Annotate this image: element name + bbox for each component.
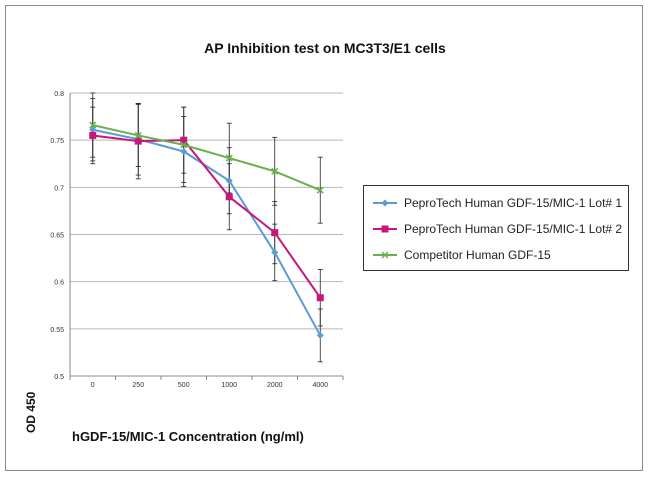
legend-label-competitor: Competitor Human GDF-15 [404,248,551,262]
x-axis-label: hGDF-15/MIC-1 Concentration (ng/ml) [72,429,304,444]
x-tick-label: 500 [178,382,190,389]
x-tick-label: 0 [91,382,95,389]
legend-marker-lot2 [381,225,389,233]
data-point-competitor-stroke [225,154,233,162]
data-point-competitor-stroke [271,167,279,175]
y-tick-label: 0.8 [54,91,64,98]
data-point-competitor [89,121,97,129]
x-tick-label: 1000 [221,382,237,389]
x-tick-label: 4000 [312,382,328,389]
x-tick-label: 250 [132,382,144,389]
x-tick-label: 2000 [267,382,283,389]
legend-swatch-lot2 [373,225,397,233]
legend-item-lot1: PeproTech Human GDF-15/MIC-1 Lot# 1 [372,194,622,212]
data-point-competitor [316,186,324,194]
chart-title: AP Inhibition test on MC3T3/E1 cells [204,40,446,56]
data-point-competitor [271,167,279,175]
data-point-competitor-stroke [316,186,324,194]
legend-swatch-competitor [373,251,397,259]
data-point-lot1 [271,248,279,256]
y-tick-label: 0.7 [54,185,64,192]
y-tick-label: 0.75 [50,138,64,145]
legend-swatch-lot1 [373,199,397,207]
series-line-competitor [92,124,321,192]
data-point-lot2 [316,294,324,302]
data-point-lot1 [316,331,324,339]
data-point-lot2 [89,131,97,139]
legend-marker-competitor-stroke [381,251,389,259]
legend-label-lot2: PeproTech Human GDF-15/MIC-1 Lot# 2 [404,222,623,236]
data-point-lot1 [225,177,233,185]
y-tick-label: 0.55 [50,327,64,334]
data-point-competitor [134,131,142,139]
data-point-lot2 [271,229,279,237]
series-line-lot2 [92,134,322,299]
legend-item-competitor: Competitor Human GDF-15 [372,246,551,264]
legend-label-lot1: PeproTech Human GDF-15/MIC-1 Lot# 1 [404,196,623,210]
data-point-competitor-stroke [134,131,142,139]
data-point-lot2 [180,136,188,144]
y-tick-label: 0.5 [54,374,64,381]
y-tick-label: 0.65 [50,233,64,240]
data-point-competitor-stroke [180,141,188,149]
legend: PeproTech Human GDF-15/MIC-1 Lot# 1 Pepr… [363,185,629,271]
data-point-lot1 [89,126,97,134]
data-point-lot2 [134,137,142,145]
data-point-lot2 [225,193,233,201]
legend-marker-lot1 [381,199,389,207]
data-point-competitor-stroke [89,121,97,129]
data-point-lot1 [180,147,188,155]
legend-marker-competitor [381,251,389,259]
y-tick-label: 0.6 [54,280,64,287]
data-point-competitor [225,154,233,162]
series-line-lot1 [92,128,322,336]
legend-item-lot2: PeproTech Human GDF-15/MIC-1 Lot# 2 [372,220,622,238]
data-point-competitor [180,141,188,149]
